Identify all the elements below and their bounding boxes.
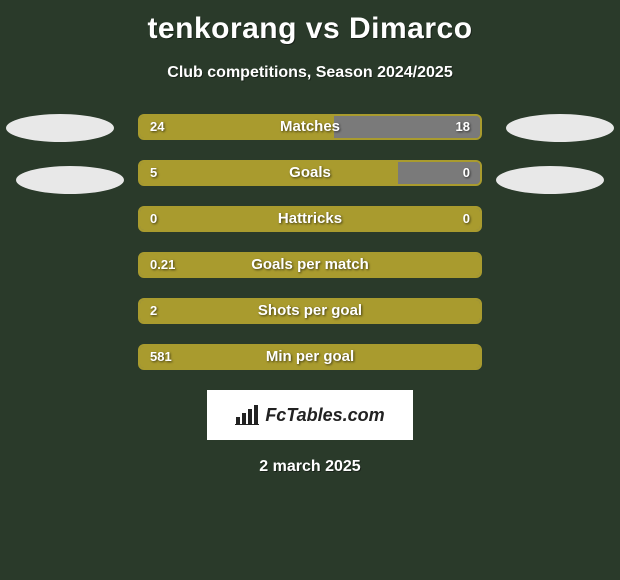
page-title: tenkorang vs Dimarco [0,0,620,46]
stat-label: Goals [140,162,480,184]
stat-row: Hattricks0 0 [138,206,482,232]
stat-row: Goals5 0 [138,160,482,186]
player-right-avatar-1 [506,114,614,142]
stat-label: Goals per match [140,254,480,276]
source-logo-text: FcTables.com [265,405,384,426]
stat-label: Min per goal [140,346,480,368]
stat-label: Shots per goal [140,300,480,322]
stat-value-right: 0 [463,208,470,230]
stat-value-left: 581 [150,346,172,368]
stat-label: Hattricks [140,208,480,230]
source-logo: FcTables.com [207,390,413,440]
player-left-avatar-2 [16,166,124,194]
footer-date: 2 march 2025 [0,458,620,476]
stat-value-left: 5 [150,162,157,184]
player-left-avatar-1 [6,114,114,142]
stat-label: Matches [140,116,480,138]
stat-value-right: 0 [463,162,470,184]
stat-row: Matches24 18 [138,114,482,140]
stat-value-left: 0.21 [150,254,175,276]
stat-row: Goals per match0.21 [138,252,482,278]
comparison-chart: Matches2418Goals50Hattricks00Goals per m… [0,114,620,476]
stat-value-left: 0 [150,208,157,230]
stat-row: Min per goal581 [138,344,482,370]
stat-value-right: 18 [456,116,470,138]
player-right-avatar-2 [496,166,604,194]
stat-value-left: 24 [150,116,164,138]
bar-chart-icon [235,405,259,425]
subtitle: Club competitions, Season 2024/2025 [0,64,620,82]
stat-row: Shots per goal2 [138,298,482,324]
stat-bars-container: Matches2418Goals50Hattricks00Goals per m… [138,114,482,370]
stat-value-left: 2 [150,300,157,322]
